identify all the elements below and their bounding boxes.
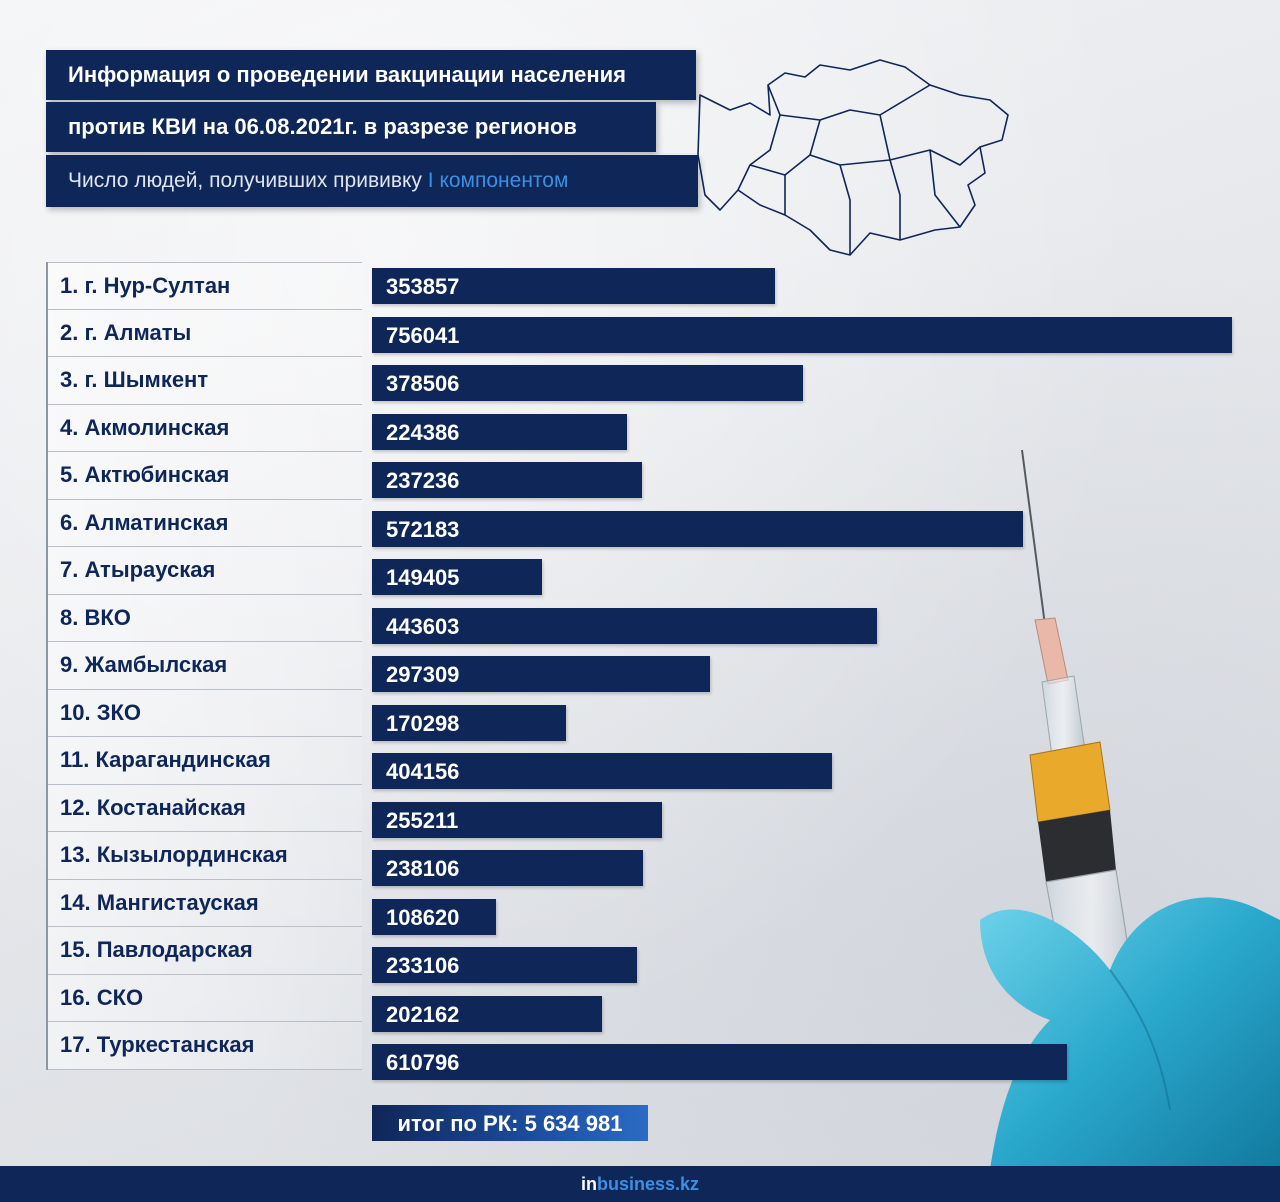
bar-value-label: 224386 xyxy=(386,419,460,445)
region-label: 17. Туркестанская xyxy=(48,1022,362,1070)
bar: 170298 xyxy=(372,704,566,741)
bar-value-label: 353857 xyxy=(386,274,460,299)
bar-value-label: 610796 xyxy=(386,1050,460,1075)
region-label: 14. Мангистауская xyxy=(48,879,362,927)
title-line-2: против КВИ на 06.08.2021г. в разрезе рег… xyxy=(46,102,656,152)
bar-value-label: 404156 xyxy=(386,759,460,784)
bar: 297309 xyxy=(372,656,711,692)
region-label: 9. Жамбылская xyxy=(48,642,362,690)
bar: 238106 xyxy=(372,850,643,886)
bar: 756041 xyxy=(372,316,1232,353)
bar: 353857 xyxy=(372,268,775,304)
region-label: 1. г. Нур-Султан xyxy=(48,262,362,310)
region-label: 6. Алматинская xyxy=(48,499,362,547)
region-label: 10. ЗКО xyxy=(48,689,362,737)
brand-logo[interactable]: inbusiness.kz xyxy=(581,1174,699,1194)
bar: 610796 xyxy=(372,1044,1067,1080)
title-line-1: Информация о проведении вакцинации насел… xyxy=(46,50,696,100)
subtitle-accent: I компонентом xyxy=(427,169,569,192)
subtitle-main: Число людей, получивших прививку xyxy=(68,169,422,192)
bar-value-label: 756041 xyxy=(386,322,460,348)
bar-value-label: 170298 xyxy=(386,710,460,736)
bar: 378506 xyxy=(372,365,803,401)
footer: inbusiness.kz xyxy=(0,1166,1280,1202)
bar-value-label: 149405 xyxy=(386,565,460,590)
bar: 202162 xyxy=(372,995,602,1032)
region-label: 7. Атырауская xyxy=(48,547,362,595)
subtitle: Число людей, получивших прививку I компо… xyxy=(46,155,698,207)
syringe-icon xyxy=(980,450,1280,1170)
region-label: 2. г. Алматы xyxy=(48,309,362,357)
bar: 237236 xyxy=(372,462,642,498)
bar-value-label: 255211 xyxy=(386,807,459,833)
region-label: 13. Кызылординская xyxy=(48,832,362,880)
bar: 255211 xyxy=(372,801,663,838)
total-badge: итог по РК: 5 634 981 xyxy=(372,1105,648,1141)
region-label: 16. СКО xyxy=(48,974,362,1022)
bar: 233106 xyxy=(372,947,638,983)
bar-value-label: 202162 xyxy=(386,1001,460,1027)
region-label: 8. ВКО xyxy=(48,594,362,642)
bar-value-label: 443603 xyxy=(386,613,460,639)
brand-main: business.kz xyxy=(596,1174,700,1194)
region-label: 4. Акмолинская xyxy=(48,404,362,452)
bar-value-label: 572183 xyxy=(386,516,460,542)
region-label: 5. Актюбинская xyxy=(48,452,362,500)
bar-value-label: 378506 xyxy=(386,371,460,396)
brand-prefix: in xyxy=(580,1174,597,1194)
bar-value-label: 238106 xyxy=(386,856,460,881)
bar: 572183 xyxy=(372,510,1023,547)
kazakhstan-map-icon xyxy=(697,59,1009,256)
bar: 443603 xyxy=(372,607,877,644)
bar: 224386 xyxy=(372,413,628,450)
region-label: 15. Павлодарская xyxy=(48,927,362,975)
region-label: 3. г. Шымкент xyxy=(48,357,362,405)
bar-value-label: 297309 xyxy=(386,662,460,687)
bar-chart: 353857 756041 378506 224386 237236 572183 1494… xyxy=(372,262,1252,1092)
region-label: 12. Костанайская xyxy=(48,784,362,832)
bar-value-label: 233106 xyxy=(386,953,460,978)
bar: 404156 xyxy=(372,753,832,789)
region-labels: 1. г. Нур-Султан 2. г. Алматы 3. г. Шымк… xyxy=(46,262,362,1070)
bar: 149405 xyxy=(372,559,542,595)
bar-value-label: 108620 xyxy=(386,904,460,930)
bar-value-label: 237236 xyxy=(386,468,460,493)
bar: 108620 xyxy=(372,898,496,935)
region-label: 11. Карагандинская xyxy=(48,737,362,785)
